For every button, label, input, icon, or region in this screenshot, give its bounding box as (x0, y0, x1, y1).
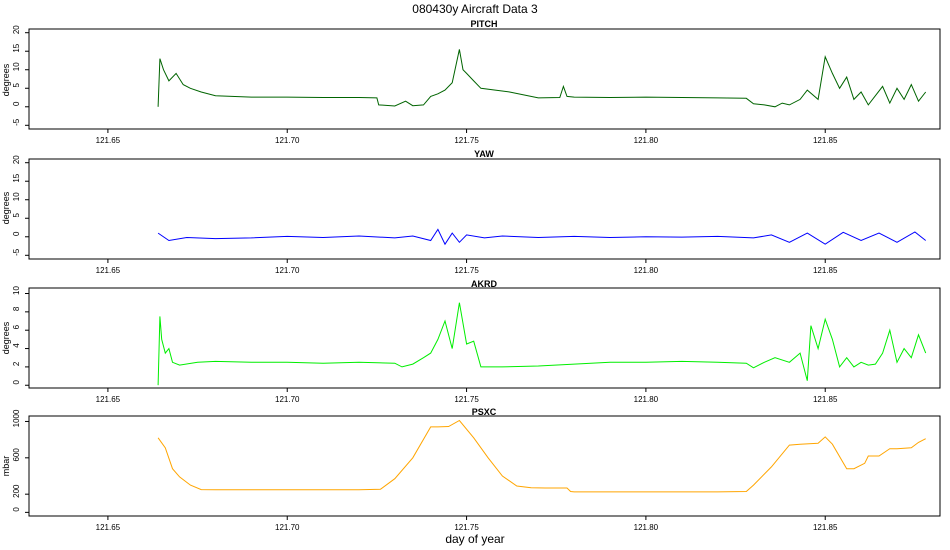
akrd-y-tick-label: 6 (12, 324, 21, 329)
yaw-y-ticks: -5 0 5 10 15 20 (12, 155, 29, 256)
psxc-x-tick-label: 121.80 (634, 523, 659, 532)
akrd-y-tick-label: 10 (12, 286, 21, 295)
pitch-series-line (157, 49, 927, 108)
yaw-panel: YAW degrees 121.65 121.70 121.75 121.80 121.… (1, 149, 941, 275)
yaw-x-tick-label: 121.85 (813, 266, 838, 275)
yaw-y-tick-label: 10 (12, 192, 21, 201)
akrd-y-tick-label: 4 (12, 343, 21, 348)
psxc-panel-title: PSXC (472, 407, 497, 417)
yaw-panel-title: YAW (474, 149, 494, 159)
akrd-x-tick-label: 121.75 (454, 395, 479, 404)
yaw-x-tick-label: 121.70 (275, 266, 300, 275)
psxc-series-line (157, 419, 926, 493)
akrd-x-tick-label: 121.80 (634, 395, 659, 404)
pitch-x-tick-label: 121.80 (634, 136, 659, 145)
yaw-x-ticks: 121.65 121.70 121.75 121.80 121.85 (96, 259, 838, 275)
akrd-y-tick-label: 0 (12, 379, 21, 384)
akrd-x-tick-label: 121.85 (813, 395, 838, 404)
yaw-y-tick-label: 20 (12, 155, 21, 164)
psxc-y-tick-label: 600 (12, 448, 21, 462)
akrd-plot-frame (28, 287, 941, 389)
psxc-y-tick-label: 1000 (12, 409, 21, 427)
akrd-y-tick-label: 2 (12, 361, 21, 366)
yaw-plot-frame (28, 158, 941, 260)
psxc-panel: PSXC mbar 121.65 121.70 121.75 121.80 121.85… (1, 407, 941, 532)
pitch-y-tick-label: 0 (12, 101, 21, 106)
pitch-x-ticks: 121.65 121.70 121.75 121.80 121.85 (96, 129, 838, 145)
x-axis-label: day of year (445, 532, 504, 546)
pitch-plot-frame (28, 28, 941, 130)
akrd-panel-title: AKRD (471, 279, 497, 289)
psxc-x-tick-label: 121.65 (96, 523, 121, 532)
akrd-y-tick-label: 8 (12, 306, 21, 311)
pitch-y-tick-label: 10 (12, 62, 21, 71)
yaw-y-tick-label: 5 (12, 212, 21, 217)
pitch-y-ticks: -5 0 5 10 15 20 (12, 25, 29, 126)
yaw-x-tick-label: 121.65 (96, 266, 121, 275)
yaw-series-line (157, 228, 927, 246)
psxc-x-tick-label: 121.75 (454, 523, 479, 532)
yaw-y-tick-label: 0 (12, 231, 21, 236)
yaw-y-tick-label: -5 (12, 248, 21, 256)
psxc-y-tick-label: 200 (12, 484, 21, 498)
psxc-y-axis-label: mbar (1, 456, 11, 477)
pitch-x-tick-label: 121.70 (275, 136, 300, 145)
akrd-x-tick-label: 121.65 (96, 395, 121, 404)
psxc-plot-frame (28, 415, 941, 517)
pitch-y-tick-label: -5 (12, 118, 21, 126)
akrd-y-ticks: 0 2 4 6 8 10 (12, 286, 29, 386)
akrd-x-ticks: 121.65 121.70 121.75 121.80 121.85 (96, 388, 838, 404)
yaw-y-tick-label: 15 (12, 173, 21, 182)
pitch-x-tick-label: 121.75 (454, 136, 479, 145)
pitch-y-tick-label: 5 (12, 82, 21, 87)
yaw-y-axis-label: degrees (1, 191, 11, 224)
akrd-y-axis-label: degrees (1, 321, 11, 354)
yaw-x-tick-label: 121.75 (454, 266, 479, 275)
figure-title: 080430y Aircraft Data 3 (412, 2, 538, 16)
pitch-panel-title: PITCH (471, 19, 498, 29)
psxc-x-tick-label: 121.70 (275, 523, 300, 532)
pitch-x-tick-label: 121.65 (96, 136, 121, 145)
pitch-panel: PITCH degrees 121.65 121.70 121.75 121.80 12… (1, 19, 941, 145)
pitch-y-axis-label: degrees (1, 63, 11, 96)
pitch-y-tick-label: 20 (12, 25, 21, 34)
akrd-panel: AKRD degrees 121.65 121.70 121.75 121.80 121… (1, 279, 941, 404)
psxc-y-ticks: 0 200 600 1000 (12, 409, 29, 513)
akrd-series-line (157, 302, 927, 386)
akrd-x-tick-label: 121.70 (275, 395, 300, 404)
pitch-y-tick-label: 15 (12, 43, 21, 52)
psxc-x-tick-label: 121.85 (813, 523, 838, 532)
pitch-x-tick-label: 121.85 (813, 136, 838, 145)
psxc-y-tick-label: 0 (12, 507, 21, 512)
yaw-x-tick-label: 121.80 (634, 266, 659, 275)
psxc-x-ticks: 121.65 121.70 121.75 121.80 121.85 (96, 516, 838, 532)
